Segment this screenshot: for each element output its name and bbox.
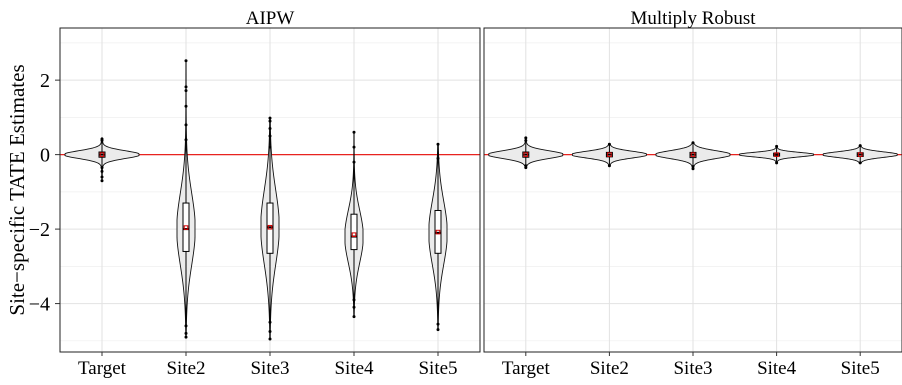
violin-group-target xyxy=(488,136,564,170)
box-iqr xyxy=(350,213,358,251)
x-tick-label: Site3 xyxy=(673,358,712,379)
outlier-point xyxy=(775,161,779,165)
outlier-point xyxy=(436,156,440,160)
violin-group-site2 xyxy=(571,142,647,168)
mean-marker xyxy=(690,152,696,157)
violin-group-site3 xyxy=(655,141,731,171)
outlier-point xyxy=(268,145,272,149)
outlier-point xyxy=(436,142,440,146)
violin-group-target xyxy=(64,137,140,183)
mean-marker xyxy=(183,225,189,230)
mean-marker xyxy=(774,152,779,157)
panel-title: Multiply Robust xyxy=(630,8,756,29)
outlier-point xyxy=(691,141,695,145)
x-tick-label: Site2 xyxy=(166,358,205,379)
x-tick-label: Site3 xyxy=(250,358,289,379)
violin-group-site3 xyxy=(260,116,280,341)
outlier-point xyxy=(268,119,272,123)
outlier-point xyxy=(436,322,440,326)
x-tick-label: Site2 xyxy=(590,358,629,379)
outlier-point xyxy=(100,166,104,170)
panel-multiply-robust: Multiply Robust Target Site2 Site3 Site4 Site… xyxy=(483,8,902,379)
outlier-point xyxy=(691,167,695,171)
violin-group-site5 xyxy=(428,142,448,332)
outlier-point xyxy=(184,89,188,93)
mean-marker xyxy=(351,232,357,237)
outlier-point xyxy=(607,164,611,168)
violin-group-site2 xyxy=(176,59,196,339)
x-tick-label: Site5 xyxy=(418,358,457,379)
x-tick-label: Site5 xyxy=(841,358,880,379)
outlier-point xyxy=(268,127,272,131)
outlier-point xyxy=(184,104,188,108)
panel-aipw: AIPW Target Site2 Site3 Site4 Site5 xyxy=(59,8,481,379)
x-tick-label: Target xyxy=(502,358,551,379)
outlier-point xyxy=(184,138,188,142)
outlier-point xyxy=(858,144,862,148)
x-tick-label: Site4 xyxy=(334,358,374,379)
outlier-point xyxy=(184,59,188,63)
outlier-point xyxy=(100,175,104,179)
outlier-point xyxy=(184,85,188,89)
outlier-point xyxy=(268,320,272,324)
x-tick-label: Target xyxy=(78,358,127,379)
box-iqr xyxy=(182,202,190,252)
y-tick-label: 0 xyxy=(40,145,50,167)
outlier-point xyxy=(691,165,695,169)
outlier-point xyxy=(524,138,528,142)
outlier-point xyxy=(100,179,104,183)
outlier-point xyxy=(184,331,188,335)
outlier-point xyxy=(858,161,862,165)
outlier-point xyxy=(524,166,528,170)
outlier-point xyxy=(352,130,356,134)
mean-marker xyxy=(99,152,105,157)
outlier-point xyxy=(268,337,272,341)
outlier-point xyxy=(352,315,356,319)
outlier-point xyxy=(352,305,356,309)
outlier-point xyxy=(352,145,356,149)
mean-marker xyxy=(523,152,529,157)
x-tick-label: Site4 xyxy=(757,358,797,379)
y-axis-label: Site−specific TATE Estimates xyxy=(5,64,29,315)
outlier-point xyxy=(268,134,272,138)
y-tick-label: −2 xyxy=(29,219,50,241)
outlier-point xyxy=(184,324,188,328)
mean-marker xyxy=(607,152,612,157)
outlier-point xyxy=(100,169,104,173)
violin-group-site5 xyxy=(822,144,898,165)
outlier-point xyxy=(352,160,356,164)
outlier-point xyxy=(775,144,779,148)
outlier-point xyxy=(352,298,356,302)
violin-group-site4 xyxy=(344,130,364,319)
outlier-point xyxy=(268,116,272,120)
outlier-point xyxy=(436,328,440,332)
outlier-point xyxy=(184,123,188,127)
outlier-point xyxy=(268,330,272,334)
violin-group-site4 xyxy=(739,144,815,165)
mean-marker xyxy=(857,152,863,157)
outlier-point xyxy=(524,136,528,140)
y-tick-label: 2 xyxy=(40,70,50,92)
mean-marker xyxy=(267,224,273,230)
y-tick-label: −4 xyxy=(29,294,50,316)
mean-marker xyxy=(435,229,441,235)
panel-title: AIPW xyxy=(246,8,295,29)
outlier-point xyxy=(100,138,104,142)
outlier-point xyxy=(184,335,188,339)
outlier-point xyxy=(607,142,611,146)
